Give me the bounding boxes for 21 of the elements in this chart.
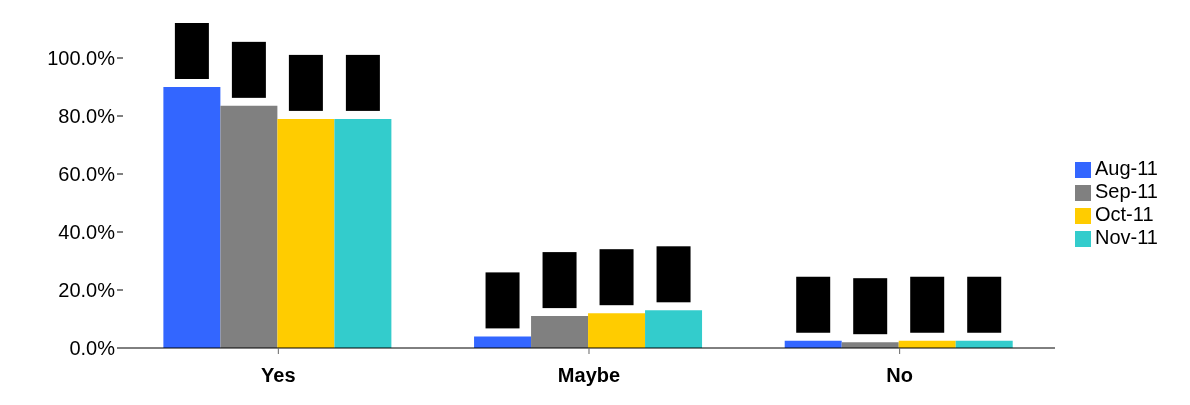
y-tick-label: 60.0%	[58, 163, 116, 186]
bar	[163, 87, 221, 348]
legend-label: Aug-11	[1094, 157, 1158, 179]
y-tick-label: 0.0%	[69, 337, 116, 360]
legend-label: Sep-11	[1094, 180, 1158, 202]
x-tick-label: Maybe	[557, 364, 621, 387]
y-tick-label: 100.0%	[47, 47, 116, 70]
legend-label: Oct-11	[1094, 203, 1154, 225]
bar	[277, 118, 335, 348]
legend-label: Nov-11	[1094, 226, 1158, 248]
bar	[531, 316, 589, 348]
y-tick-label: 80.0%	[58, 105, 116, 128]
bar	[645, 310, 703, 348]
bar	[474, 336, 532, 348]
bar	[220, 105, 278, 348]
x-tick-label: No	[886, 364, 913, 387]
y-tick-label: 40.0%	[58, 221, 116, 244]
bar	[334, 118, 392, 348]
bar	[588, 313, 646, 348]
x-tick-label: Yes	[261, 364, 296, 387]
y-tick-label: 20.0%	[58, 279, 116, 302]
